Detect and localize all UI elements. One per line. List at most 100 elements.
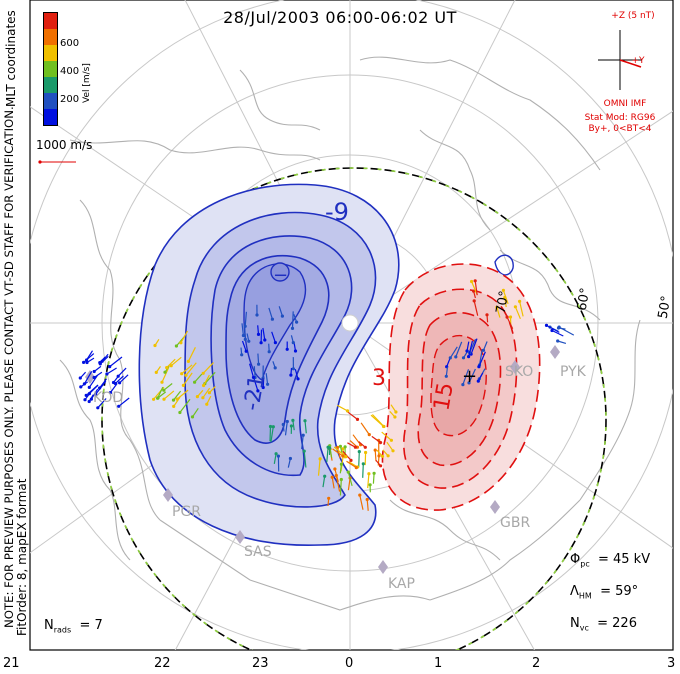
velocity-vector-origin xyxy=(495,305,499,309)
velocity-vector-origin xyxy=(354,466,358,470)
velocity-vector xyxy=(347,471,353,487)
mlt-tick-22: 22 xyxy=(154,656,171,671)
velocity-vector-origin xyxy=(92,369,96,374)
velocity-vector xyxy=(241,340,247,352)
velocity-vector-origin xyxy=(339,462,343,466)
velocity-vector xyxy=(352,434,362,446)
velocity-vector-origin xyxy=(358,493,362,497)
pole-marker xyxy=(341,314,359,332)
velocity-vector xyxy=(170,356,182,367)
velocity-vector-origin xyxy=(380,454,385,458)
velocity-vector-origin xyxy=(171,398,176,402)
velocity-vector xyxy=(109,383,118,393)
velocity-vector-origin xyxy=(301,433,305,437)
velocity-vector xyxy=(83,353,95,363)
velocity-vector-origin xyxy=(205,402,209,406)
velocity-vector xyxy=(374,450,377,462)
velocity-vector-origin xyxy=(160,380,164,384)
station-label-pyk: PYK xyxy=(560,364,587,380)
velocity-vector xyxy=(478,348,483,366)
lat-label-60: 60° xyxy=(575,287,594,312)
velocity-vector xyxy=(455,341,463,358)
velocity-vector-origin xyxy=(82,360,86,364)
imf-z-label: +Z (5 nT) xyxy=(611,11,655,21)
velocity-vector-origin xyxy=(273,341,277,345)
velocity-vector xyxy=(514,306,521,320)
velocity-vector-origin xyxy=(241,333,245,338)
velocity-vector-origin xyxy=(251,375,256,379)
velocity-vector-origin xyxy=(367,472,371,476)
legend-tick-400: 400 xyxy=(60,66,80,77)
contour-label-neg-small: -9 xyxy=(325,198,349,226)
velocity-vector-origin xyxy=(330,475,334,479)
velocity-vector-origin xyxy=(201,396,205,400)
velocity-vector-origin xyxy=(266,382,270,386)
velocity-vector-origin xyxy=(353,445,357,449)
velocity-vector-origin xyxy=(94,392,98,396)
contour-label-pos-mid: 15 xyxy=(429,381,458,413)
stat-hm-latitude: ΛHM = 59° xyxy=(570,584,639,601)
map-title: 28/Jul/2003 06:00-06:02 UT xyxy=(223,8,457,27)
velocity-vector-origin xyxy=(285,419,289,424)
imf-model: Stat Mod: RG96 xyxy=(584,113,656,123)
legend-title: Vel [m/s] xyxy=(82,63,92,103)
velocity-vector-origin xyxy=(364,450,368,455)
velocity-vector-origin xyxy=(461,356,466,360)
velocity-vector xyxy=(358,451,360,468)
velocity-vector xyxy=(273,453,277,465)
fit-note: FitOrder: 8, mapEX format xyxy=(15,478,29,636)
velocity-vector xyxy=(106,367,117,375)
velocity-vector-origin xyxy=(92,375,96,380)
velocity-vector xyxy=(85,384,99,396)
lat-label-70: 70° xyxy=(494,290,513,315)
imf-y-label: +Y xyxy=(631,56,645,66)
velocity-vector-origin xyxy=(467,381,471,385)
velocity-vector xyxy=(83,370,93,385)
velocity-vector xyxy=(204,371,216,385)
velocity-vector-origin xyxy=(472,289,476,293)
velocity-vector-origin xyxy=(470,279,474,284)
velocity-vector-origin xyxy=(302,449,306,453)
velocity-vector xyxy=(95,380,107,395)
velocity-vector-origin xyxy=(295,320,299,324)
velocity-vector-origin xyxy=(448,356,452,360)
velocity-vector xyxy=(176,389,189,400)
velocity-vector-origin xyxy=(327,496,331,500)
velocity-vector xyxy=(291,311,294,329)
velocity-vector xyxy=(278,306,283,317)
velocity-vector xyxy=(284,421,288,436)
velocity-vector-origin xyxy=(550,328,554,333)
velocity-vector-origin xyxy=(273,366,277,370)
velocity-vector-origin xyxy=(381,424,386,428)
mlt-tick-1: 1 xyxy=(434,656,443,671)
velocity-vector xyxy=(244,311,247,327)
velocity-vector-origin xyxy=(84,393,88,397)
velocity-vector-origin xyxy=(467,355,471,359)
velocity-vector-origin xyxy=(372,471,376,475)
velocity-vector-origin xyxy=(505,315,509,319)
velocity-vector-origin xyxy=(96,406,100,410)
velocity-vector-origin xyxy=(276,454,280,458)
legend-swatch-2 xyxy=(44,45,57,61)
velocity-vector-origin xyxy=(454,355,458,359)
velocity-vector xyxy=(558,326,575,336)
velocity-vector-origin xyxy=(169,364,173,368)
velocity-vector-origin xyxy=(165,366,169,370)
velocity-vector xyxy=(119,374,129,384)
negative-convection-cell xyxy=(138,183,514,546)
velocity-vector-origin xyxy=(243,337,247,341)
imf-dial xyxy=(598,30,642,90)
velocity-vector xyxy=(468,340,473,357)
legend-swatch-6 xyxy=(44,109,57,125)
scale-vector-label: 1000 m/s xyxy=(36,138,93,152)
mlt-tick-2: 2 xyxy=(532,656,541,671)
velocity-vector-origin xyxy=(82,382,86,386)
velocity-vector-origin xyxy=(285,347,289,351)
velocity-vector-origin xyxy=(461,383,465,387)
velocity-vector xyxy=(304,420,307,434)
velocity-vector-origin xyxy=(111,380,116,385)
velocity-vector xyxy=(346,410,358,420)
velocity-vector-origin xyxy=(393,415,397,419)
velocity-vector xyxy=(335,475,341,492)
velocity-vector xyxy=(362,463,364,478)
